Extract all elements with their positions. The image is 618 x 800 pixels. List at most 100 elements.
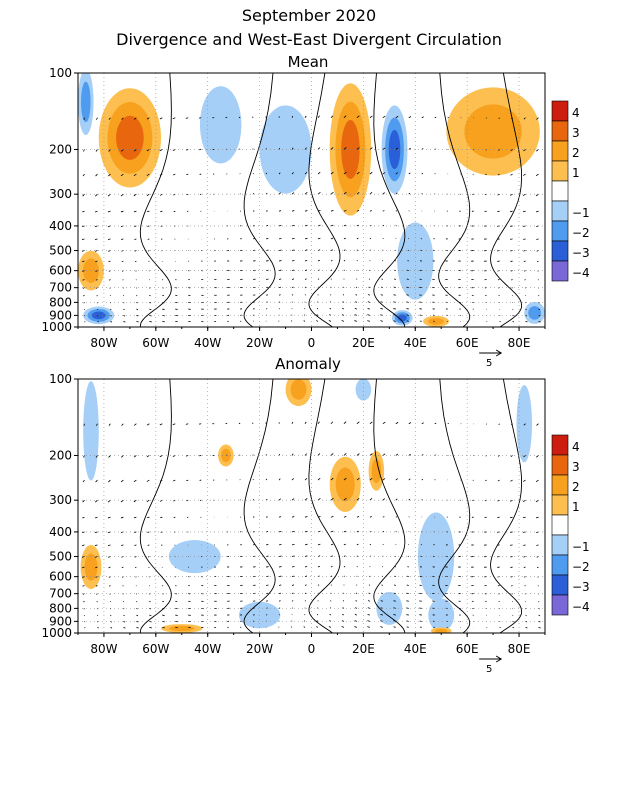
vector-arrow <box>367 294 371 296</box>
shade-blob <box>516 385 533 463</box>
vector-arrow <box>303 626 306 628</box>
vector-arrow <box>81 531 85 534</box>
vector-arrow <box>136 302 138 304</box>
mean-panel: 80W 60W 40W 20W 0 20E 40E 60E 80E 100 200 300 400 500… <box>41 66 546 369</box>
vector-arrow <box>94 531 98 534</box>
vector-arrow <box>382 498 385 501</box>
vector-arrow <box>186 173 189 176</box>
vector-arrow <box>136 600 138 603</box>
vector-arrow <box>147 544 150 546</box>
colorbar-swatch <box>551 474 569 496</box>
vector-arrow <box>369 421 373 425</box>
vector-arrow <box>524 576 526 578</box>
vector-arrow <box>303 320 306 322</box>
vector-arrow <box>135 576 137 578</box>
vector-arrow <box>522 225 526 227</box>
vector-arrow <box>109 585 111 587</box>
vector-arrow <box>523 556 526 558</box>
vector-arrow <box>134 531 137 533</box>
vector-arrow <box>355 301 358 303</box>
vector-arrow <box>369 210 372 212</box>
colorbar-label: −1 <box>572 540 590 554</box>
vector-arrow <box>265 478 268 481</box>
vector-arrow <box>94 238 98 241</box>
vector-arrow <box>434 422 437 425</box>
vector-arrow <box>343 191 347 195</box>
vector-arrow <box>523 479 526 482</box>
vector-arrow <box>146 193 150 197</box>
vector-arrow <box>330 269 333 271</box>
vector-arrow <box>525 614 527 617</box>
vector-arrow <box>393 614 396 616</box>
vector-arrow <box>238 116 241 119</box>
vector-arrow <box>330 565 333 568</box>
vector-arrow <box>108 173 111 177</box>
vector-arrow <box>83 294 85 297</box>
vector-arrow <box>330 278 332 280</box>
x-tick-label: 60E <box>456 642 479 656</box>
vector-arrow <box>291 269 295 272</box>
vector-arrow <box>535 173 539 177</box>
colorbar-swatch <box>551 434 569 456</box>
vector-arrow <box>434 479 436 481</box>
vector-arrow <box>291 530 295 533</box>
vector-arrow <box>538 614 541 617</box>
vector-arrow <box>304 516 308 518</box>
vector-arrow <box>369 516 372 518</box>
vector-arrow <box>382 115 386 119</box>
contour-line <box>438 379 471 633</box>
vector-arrow <box>421 499 423 501</box>
vector-arrow <box>291 210 295 212</box>
vector-arrow <box>330 237 334 240</box>
vector-arrow <box>523 566 526 569</box>
vector-arrow <box>82 270 85 272</box>
vector-arrow <box>81 566 85 569</box>
vector-arrow <box>108 479 111 483</box>
vector-arrow <box>510 173 513 176</box>
vector-arrow <box>395 498 398 501</box>
vector-arrow <box>136 320 139 323</box>
colorbar-swatch <box>551 574 569 596</box>
vector-arrow <box>278 237 282 240</box>
vector-arrow <box>356 543 359 546</box>
reference-vector-label: 5 <box>486 664 492 675</box>
vector-arrow <box>94 250 98 252</box>
vector-arrow <box>278 147 281 150</box>
vector-arrow <box>133 117 137 120</box>
vector-arrow <box>408 172 411 175</box>
vector-arrow <box>317 453 321 456</box>
vector-arrow <box>291 278 295 280</box>
shade-blob <box>199 86 242 164</box>
vector-arrow <box>303 314 306 316</box>
vector-arrow <box>149 626 152 629</box>
vector-arrow <box>381 584 384 586</box>
vector-arrow <box>356 260 358 262</box>
vector-arrow <box>523 455 526 458</box>
vector-arrow <box>355 600 358 602</box>
vector-arrow <box>136 308 139 311</box>
vector-arrow <box>123 308 125 311</box>
colorbar-swatch <box>551 494 569 516</box>
vector-arrow <box>330 584 332 586</box>
vector-arrow <box>382 421 386 425</box>
vector-arrow <box>159 149 163 152</box>
vector-arrow <box>252 116 254 118</box>
vector-arrow <box>536 117 539 120</box>
vector-arrow <box>148 260 150 262</box>
vector-arrow <box>185 423 189 425</box>
vector-arrow <box>380 626 383 628</box>
vector-arrow <box>278 498 281 501</box>
vector-arrow <box>342 607 345 609</box>
vector-arrow <box>343 555 346 557</box>
vector-arrow <box>316 626 319 628</box>
vector-arrow <box>304 477 308 481</box>
vector-arrow <box>368 278 371 280</box>
vector-arrow <box>304 259 308 262</box>
shade-blob <box>335 467 355 502</box>
vector-arrow <box>252 422 254 424</box>
contour-line <box>438 73 471 327</box>
vector-arrow <box>343 237 346 240</box>
vector-arrow <box>149 600 151 603</box>
vector-arrow <box>497 173 500 176</box>
vector-arrow <box>121 566 124 569</box>
